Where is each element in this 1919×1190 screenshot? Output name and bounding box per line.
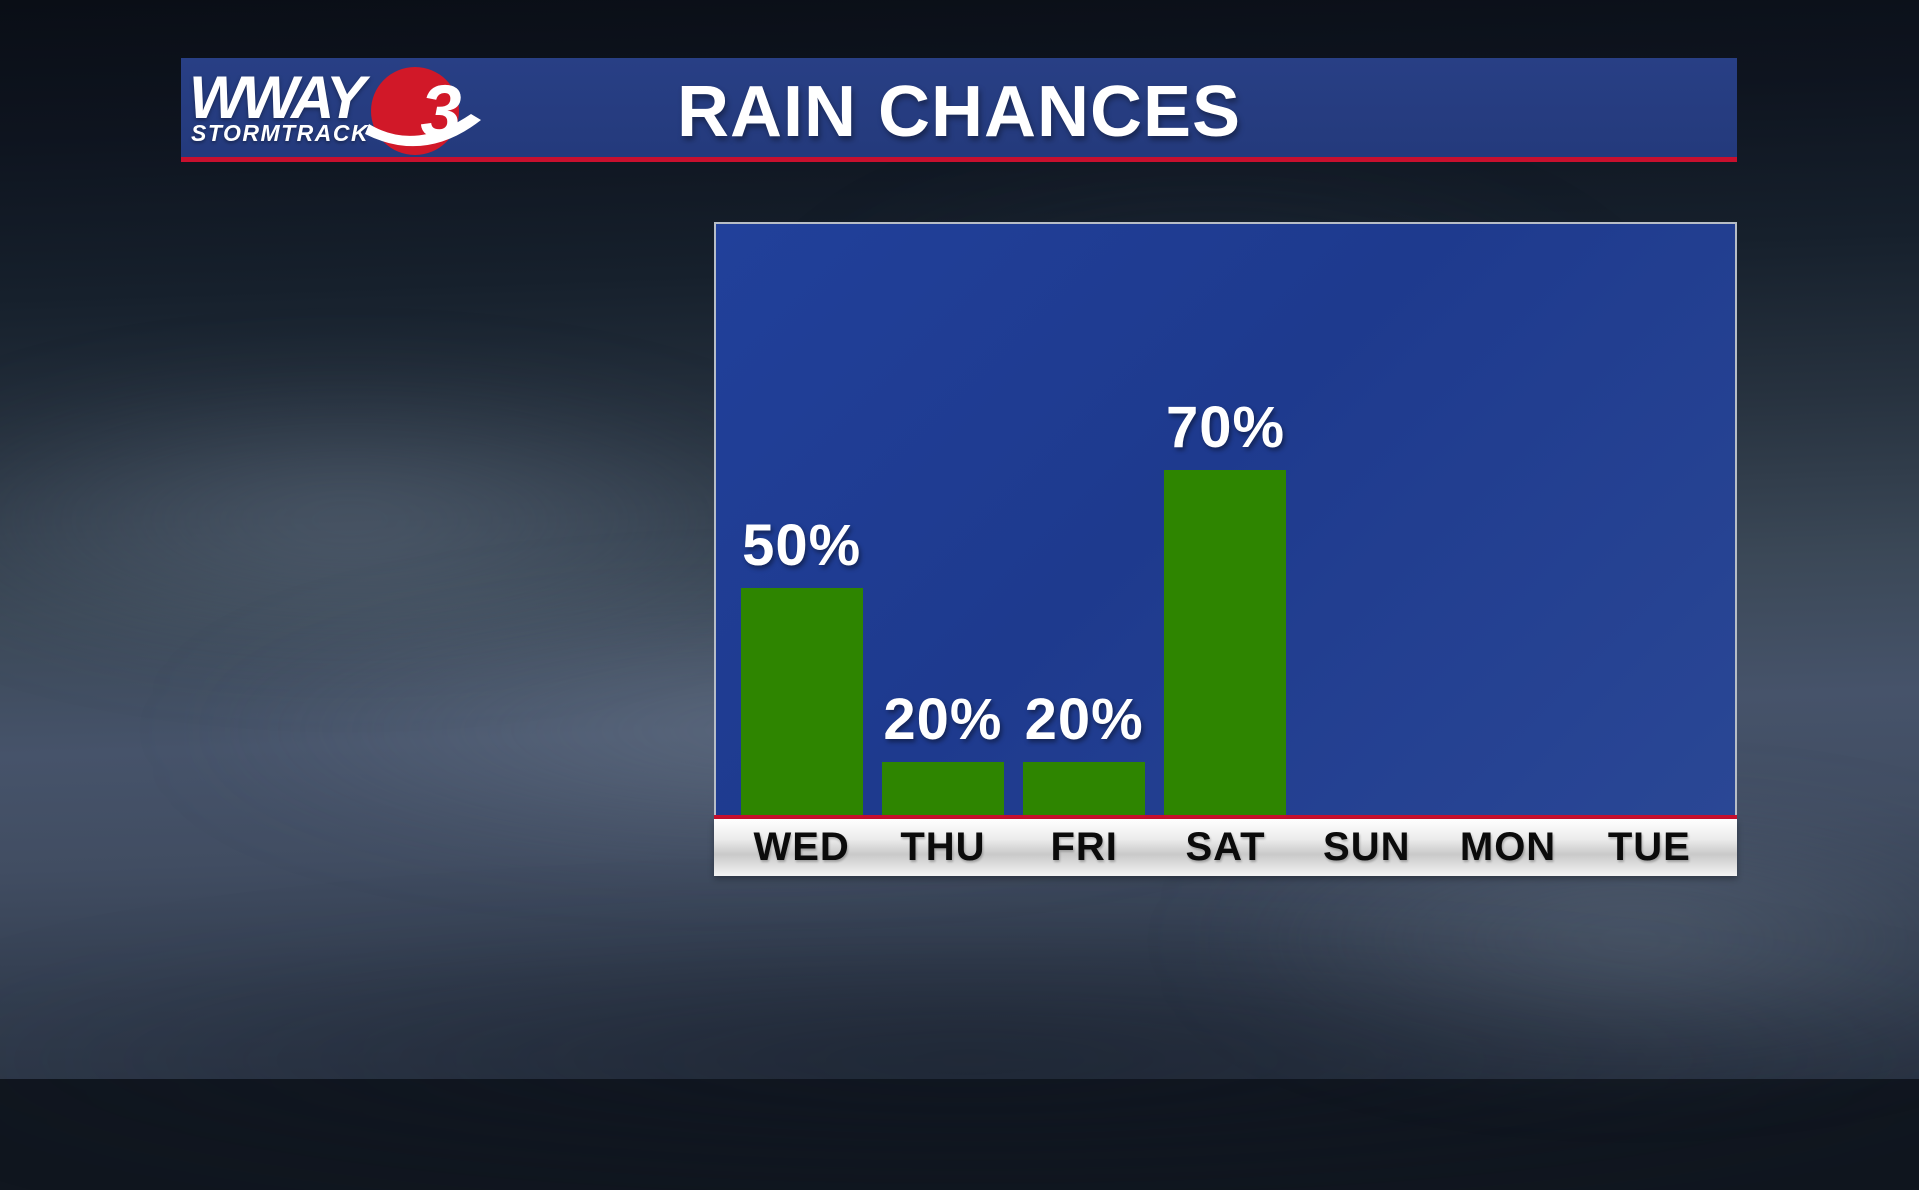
rain-chance-value-label: 70%: [1165, 395, 1286, 460]
chart-column: 20%: [872, 222, 1013, 815]
day-axis-strip: [714, 819, 1737, 876]
header-banner: WWAY STORMTRACK 3 RAIN CHANCES: [181, 58, 1737, 157]
header-underline: [181, 157, 1737, 162]
day-axis-label: THU: [900, 825, 986, 869]
day-axis-label: SAT: [1185, 825, 1266, 869]
day-axis-label: MON: [1459, 825, 1557, 869]
channel-number: 3: [420, 70, 461, 153]
cloud-layer: [0, 370, 840, 670]
chart-column: 20%: [1014, 222, 1155, 815]
rain-chance-bar: [1023, 762, 1146, 815]
chart-baseline: [714, 815, 1737, 819]
chart-column: [1296, 222, 1437, 815]
chart-column: [1579, 222, 1720, 815]
day-axis-label: SUN: [1323, 825, 1411, 869]
rain-chance-value-label: 20%: [1024, 687, 1144, 752]
chart-column: 70%: [1155, 222, 1296, 815]
chart-column: 50%: [731, 222, 872, 815]
day-axis-label: WED: [753, 825, 850, 869]
cloud-layer: [0, 930, 1919, 1190]
day-axis-label: TUE: [1607, 825, 1691, 869]
rain-chance-value-label: 20%: [883, 687, 1003, 752]
day-axis-label: FRI: [1050, 825, 1118, 869]
chart-column: [1437, 222, 1578, 815]
rain-chance-chart: 50% 20% 20% 70% WED THU FRI SAT SUN MON …: [714, 222, 1737, 876]
rain-chance-bar: [740, 588, 863, 815]
day-axis-labels: WED THU FRI SAT SUN MON TUE: [731, 819, 1720, 876]
page-title: RAIN CHANCES: [676, 71, 1242, 152]
rain-chance-value-label: 50%: [742, 513, 862, 578]
station-logo: WWAY STORMTRACK 3: [187, 60, 497, 157]
rain-chance-bar: [881, 762, 1004, 815]
chart-columns: 50% 20% 20% 70%: [731, 222, 1720, 815]
rain-chance-bar: [1164, 470, 1287, 815]
channel-3-ball-icon: 3: [365, 67, 481, 155]
logo-stormtrack-text: STORMTRACK: [191, 120, 370, 146]
logo-station-text: WWAY: [189, 64, 366, 131]
